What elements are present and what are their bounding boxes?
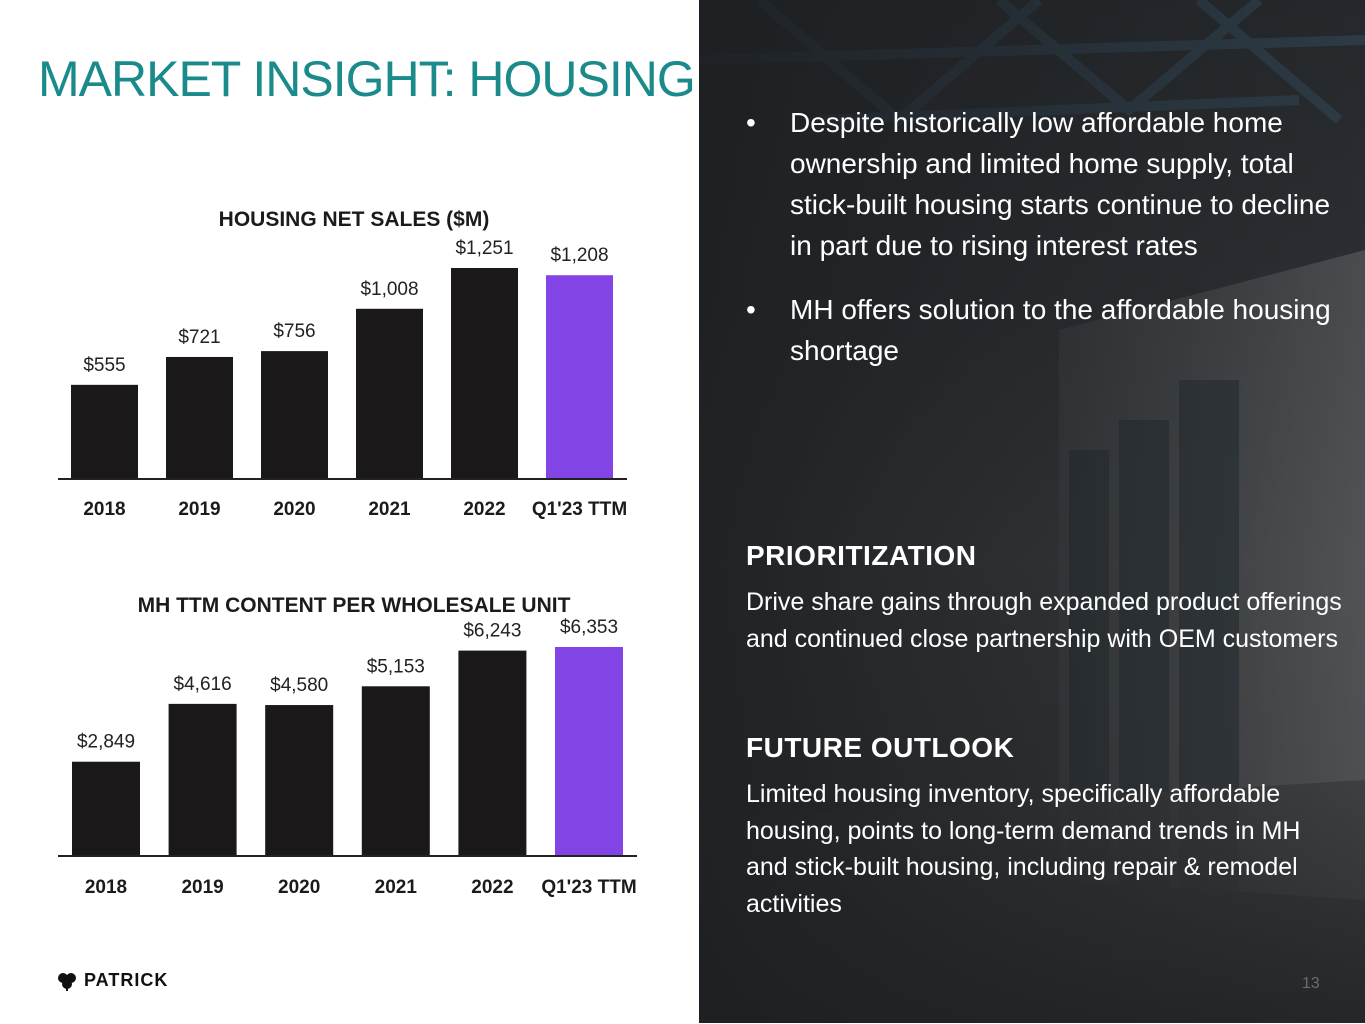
data-label: $6,353 xyxy=(560,617,618,638)
housing-net-sales-chart: HOUSING NET SALES ($M) $555 2018 $721 2019 $7… xyxy=(58,208,627,520)
x-tick-label: 2022 xyxy=(463,499,505,520)
prioritization-section: PRIORITIZATION Drive share gains through… xyxy=(746,540,1346,657)
right-panel: • Despite historically low affordable ho… xyxy=(699,0,1365,1023)
bullet-text: MH offers solution to the affordable hou… xyxy=(790,294,1331,366)
data-label: $4,580 xyxy=(270,675,328,696)
data-label: $5,153 xyxy=(367,656,425,677)
future-outlook-body: Limited housing inventory, specifically … xyxy=(746,780,1301,918)
data-label: $756 xyxy=(273,321,315,342)
chart-title: HOUSING NET SALES ($M) xyxy=(219,208,490,231)
bar xyxy=(261,351,328,478)
x-tick-label: 2020 xyxy=(273,499,315,520)
shamrock-icon xyxy=(58,972,76,991)
future-outlook-section: FUTURE OUTLOOK Limited housing inventory… xyxy=(746,732,1346,922)
data-label: $6,243 xyxy=(463,621,521,642)
prioritization-heading: PRIORITIZATION xyxy=(746,540,977,571)
chart-title: MH TTM CONTENT PER WHOLESALE UNIT xyxy=(138,594,571,617)
x-tick-label: 2022 xyxy=(471,877,513,898)
page-title: MARKET INSIGHT: HOUSING xyxy=(38,51,696,107)
x-tick-label: 2019 xyxy=(181,877,223,898)
bar xyxy=(555,647,623,855)
x-tick-label: 2021 xyxy=(368,499,411,520)
bar xyxy=(166,356,233,478)
bar xyxy=(546,275,613,478)
bullet-marker: • xyxy=(746,294,756,325)
bar xyxy=(451,268,518,478)
x-tick-label: 2021 xyxy=(375,877,418,898)
content-per-unit-chart: MH TTM CONTENT PER WHOLESALE UNIT $2,849 2… xyxy=(58,594,637,898)
background-photo xyxy=(699,0,1365,1023)
bar xyxy=(168,703,237,855)
bar xyxy=(72,761,140,855)
future-outlook-heading: FUTURE OUTLOOK xyxy=(746,732,1015,763)
bullet-item: • Despite historically low affordable ho… xyxy=(746,102,1346,266)
bar xyxy=(361,686,430,855)
bullet-text: Despite historically low affordable home… xyxy=(790,107,1331,261)
data-label: $1,251 xyxy=(455,238,513,259)
x-tick-label: 2019 xyxy=(178,499,220,520)
x-tick-label: 2020 xyxy=(278,877,320,898)
left-panel: MARKET INSIGHT: HOUSING HOUSING NET SALE… xyxy=(38,51,696,991)
data-label: $1,208 xyxy=(550,245,608,266)
data-label: $2,849 xyxy=(77,732,135,753)
patrick-logo: PATRICK xyxy=(56,970,168,991)
bar xyxy=(265,705,334,855)
x-tick-label: 2018 xyxy=(83,499,125,520)
bar xyxy=(458,650,527,855)
data-label: $1,008 xyxy=(360,279,418,300)
x-tick-label: Q1'23 TTM xyxy=(532,499,627,520)
key-points-list: • Despite historically low affordable ho… xyxy=(746,102,1346,394)
x-tick-label: Q1'23 TTM xyxy=(541,877,636,898)
data-label: $721 xyxy=(178,327,220,348)
bullet-marker: • xyxy=(746,107,756,138)
x-tick-label: 2018 xyxy=(85,877,127,898)
bar xyxy=(71,384,138,478)
data-label: $4,616 xyxy=(174,674,232,695)
bullet-item: • MH offers solution to the affordable h… xyxy=(746,289,1346,371)
bar xyxy=(356,308,423,478)
page-number: 13 xyxy=(1302,975,1320,992)
data-label: $555 xyxy=(83,355,125,376)
prioritization-body: Drive share gains through expanded produ… xyxy=(746,588,1342,653)
brand-name: PATRICK xyxy=(84,970,169,990)
